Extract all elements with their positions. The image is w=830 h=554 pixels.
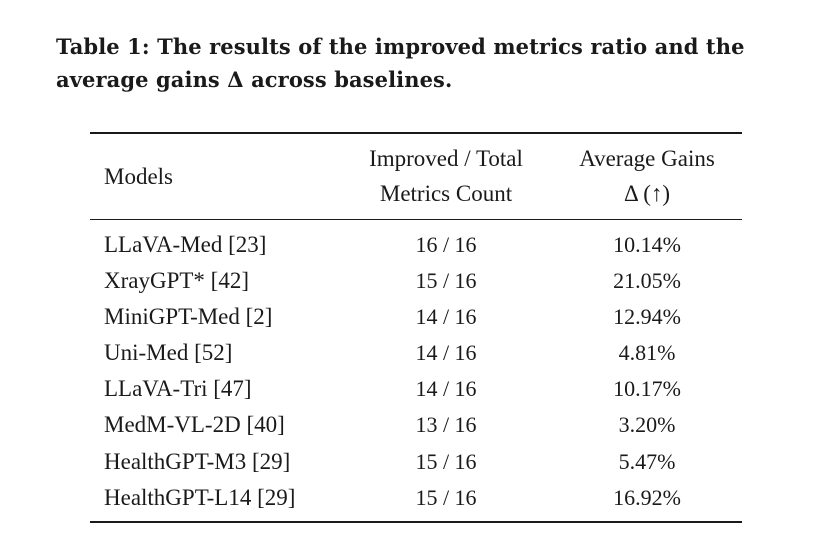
table-caption: Table 1: The results of the improved met…: [56, 30, 796, 96]
table-row: XrayGPT* [42] 15 / 16 21.05%: [0, 263, 830, 299]
cell-count: 13 / 16: [415, 412, 477, 438]
table-header-rule: [90, 219, 742, 220]
caption-line-1: Table 1: The results of the improved met…: [56, 34, 745, 59]
cell-count: 14 / 16: [415, 340, 477, 366]
table-row: MiniGPT-Med [2] 14 / 16 12.94%: [0, 299, 830, 335]
table-top-rule: [90, 132, 742, 134]
cell-model: MedM-VL-2D [40]: [104, 412, 285, 438]
header-average-gains: Average Gains Δ (↑): [557, 141, 737, 211]
table-row: LLaVA-Tri [47] 14 / 16 10.17%: [0, 371, 830, 407]
cell-model: XrayGPT* [42]: [104, 268, 249, 294]
cell-gain: 12.94%: [613, 304, 681, 330]
table-row: MedM-VL-2D [40] 13 / 16 3.20%: [0, 407, 830, 443]
cell-model: MiniGPT-Med [2]: [104, 304, 273, 330]
table-row: HealthGPT-L14 [29] 15 / 16 16.92%: [0, 480, 830, 516]
table-row: HealthGPT-M3 [29] 15 / 16 5.47%: [0, 444, 830, 480]
cell-count: 15 / 16: [415, 484, 477, 510]
header-improved-total: Improved / Total Metrics Count: [346, 141, 546, 211]
cell-gain: 10.17%: [613, 376, 681, 402]
cell-model: HealthGPT-M3 [29]: [104, 448, 291, 474]
cell-model: LLaVA-Med [23]: [104, 232, 267, 257]
table-row: LLaVA-Med [23] 16 / 16 10.14%: [0, 227, 830, 263]
header-models: Models: [104, 164, 173, 189]
header-improved-line-1: Improved / Total: [369, 146, 523, 171]
table-row: Uni-Med [52] 14 / 16 4.81%: [0, 335, 830, 371]
caption-line-2: average gains Δ across baselines.: [56, 67, 453, 92]
cell-model: HealthGPT-L14 [29]: [104, 484, 296, 510]
cell-count: 15 / 16: [415, 268, 477, 294]
cell-gain: 5.47%: [618, 448, 676, 474]
cell-count: 15 / 16: [415, 448, 477, 474]
cell-gain: 10.14%: [613, 232, 681, 257]
header-improved-line-2: Metrics Count: [379, 181, 513, 206]
table-body: LLaVA-Med [23] 16 / 16 10.14% XrayGPT* […: [0, 227, 830, 516]
cell-model: Uni-Med [52]: [104, 340, 233, 366]
cell-count: 14 / 16: [415, 304, 477, 330]
header-gains-line-2: Δ (↑): [623, 181, 671, 206]
cell-gain: 4.81%: [618, 340, 676, 366]
header-gains-line-1: Average Gains: [579, 146, 715, 171]
cell-count: 16 / 16: [415, 232, 477, 257]
cell-gain: 3.20%: [618, 412, 676, 438]
cell-model: LLaVA-Tri [47]: [104, 376, 252, 402]
table-bottom-rule: [90, 521, 742, 523]
cell-count: 14 / 16: [415, 376, 477, 402]
cell-gain: 21.05%: [613, 268, 681, 294]
cell-gain: 16.92%: [613, 484, 681, 510]
